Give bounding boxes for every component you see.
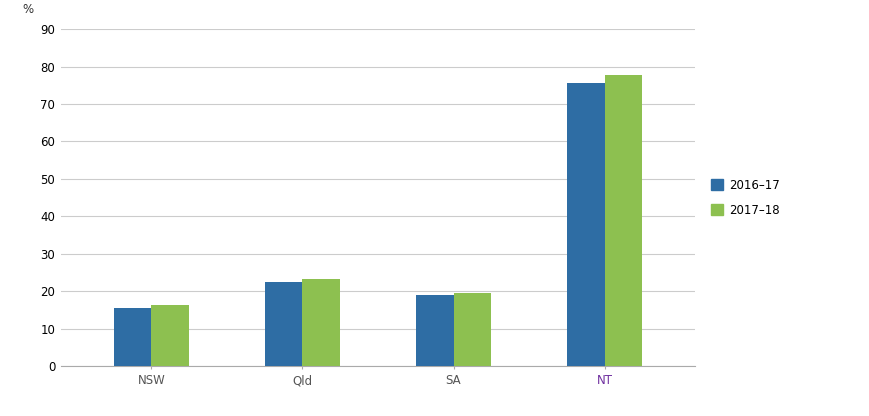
- Bar: [454, 293, 491, 366]
- Bar: [265, 282, 302, 366]
- Bar: [114, 308, 151, 366]
- Bar: [415, 295, 454, 366]
- Bar: [567, 83, 605, 366]
- Text: %: %: [23, 2, 34, 16]
- Legend: 2016–17, 2017–18: 2016–17, 2017–18: [707, 175, 783, 220]
- Bar: [151, 305, 189, 366]
- Bar: [605, 75, 642, 366]
- Bar: [302, 279, 341, 366]
